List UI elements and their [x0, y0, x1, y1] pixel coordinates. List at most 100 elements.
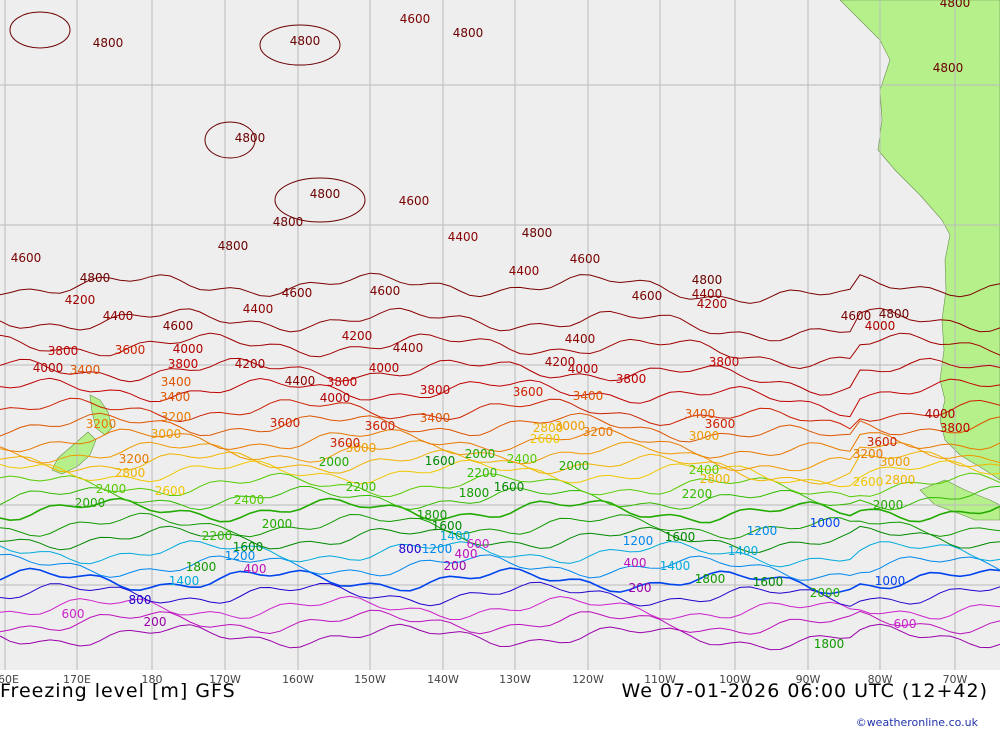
contour-label-4200: 4200: [697, 297, 728, 311]
ocean-background: [0, 0, 1000, 670]
contour-label-1400: 1400: [440, 529, 471, 543]
lon-label-130w: 130W: [499, 673, 531, 686]
contour-label-4600: 4600: [11, 251, 42, 265]
lon-label-150w: 150W: [354, 673, 386, 686]
contour-label-4800: 4800: [522, 226, 553, 240]
contour-label-600: 600: [894, 617, 917, 631]
contour-label-4600: 4600: [370, 284, 401, 298]
lon-label-120w: 120W: [572, 673, 604, 686]
contour-4200: [0, 332, 1000, 370]
contour-label-4400: 4400: [285, 374, 316, 388]
contour-label-2800: 2800: [700, 472, 731, 486]
contour-label-4000: 4000: [33, 361, 64, 375]
contour-label-2600: 2600: [853, 475, 884, 489]
contour-label-1000: 1000: [810, 516, 841, 530]
contour-label-400: 400: [244, 562, 267, 576]
contour-label-3800: 3800: [48, 344, 79, 358]
footer: [0, 670, 1000, 733]
contour-1000: [0, 567, 1000, 595]
contour-label-4000: 4000: [173, 342, 204, 356]
contour-label-3600: 3600: [330, 436, 361, 450]
contour-4800: [9, 11, 71, 49]
contour-label-4400: 4400: [692, 287, 723, 301]
contour-label-4200: 4200: [342, 329, 373, 343]
contour-label-4600: 4600: [399, 194, 430, 208]
contour-label-4800: 4800: [93, 36, 124, 50]
contour-label-1400: 1400: [169, 574, 200, 588]
lon-label-170e: 170E: [63, 673, 91, 686]
contour-label-3400: 3400: [685, 407, 716, 421]
contour-label-2000: 2000: [873, 498, 904, 512]
contour-1400: [0, 540, 1000, 568]
contour-label-800: 800: [399, 542, 422, 556]
lon-label-90w: 90W: [795, 673, 821, 686]
contour-3000: [0, 440, 1000, 472]
contour-label-3800: 3800: [616, 372, 647, 386]
contour-4800: [259, 24, 341, 66]
contour-1200: [0, 553, 1000, 581]
contour-label-600: 600: [62, 607, 85, 621]
contour-label-1600: 1600: [233, 540, 264, 554]
contour-label-4600: 4600: [841, 309, 872, 323]
contour-label-4800: 4800: [273, 215, 304, 229]
contour-label-4800: 4800: [879, 307, 910, 321]
lon-label-80w: 80W: [867, 673, 893, 686]
contour-label-3200: 3200: [86, 417, 117, 431]
contour-label-3600: 3600: [513, 385, 544, 399]
contour-label-4400: 4400: [243, 302, 274, 316]
contour-label-3400: 3400: [573, 389, 604, 403]
contour-label-3400: 3400: [70, 363, 101, 377]
contour-label-2000: 2000: [319, 455, 350, 469]
contour-label-1800: 1800: [417, 508, 448, 522]
contour-lines: [0, 11, 1000, 651]
contour-label-3000: 3000: [880, 455, 911, 469]
contour-label-1600: 1600: [432, 519, 463, 533]
lon-label-170w: 170W: [209, 673, 241, 686]
contour-label-2000: 2000: [465, 447, 496, 461]
contour-label-4200: 4200: [545, 355, 576, 369]
contour-400: [0, 609, 1000, 635]
contour-label-2600: 2600: [530, 432, 561, 446]
contour-label-1600: 1600: [425, 454, 456, 468]
lat-lon-grid: [0, 0, 1000, 670]
contour-label-4200: 4200: [235, 357, 266, 371]
contour-label-3400: 3400: [160, 390, 191, 404]
contour-label-1600: 1600: [753, 575, 784, 589]
contour-2000: [0, 497, 1000, 524]
contour-label-4600: 4600: [163, 319, 194, 333]
contour-label-1400: 1400: [728, 544, 759, 558]
contour-label-3800: 3800: [940, 421, 971, 435]
contour-label-4000: 4000: [568, 362, 599, 376]
contour-label-2200: 2200: [682, 487, 713, 501]
contour-label-1800: 1800: [695, 572, 726, 586]
contour-label-800: 800: [129, 593, 152, 607]
contour-label-1200: 1200: [422, 542, 453, 556]
map-title: Freezing level [m] GFS: [0, 680, 236, 702]
contour-label-3000: 3000: [555, 419, 586, 433]
contour-label-4800: 4800: [933, 61, 964, 75]
contour-label-4000: 4000: [369, 361, 400, 375]
contour-label-400: 400: [455, 547, 478, 561]
contour-label-2400: 2400: [507, 452, 538, 466]
contour-label-4800: 4800: [235, 131, 266, 145]
contour-label-3400: 3400: [161, 375, 192, 389]
contour-1800: [0, 512, 1000, 540]
valid-datetime: We 07-01-2026 06:00 UTC (12+42): [621, 680, 988, 702]
contour-label-1800: 1800: [814, 637, 845, 651]
credit-link[interactable]: ©weatheronline.co.uk: [855, 716, 978, 729]
contour-label-3600: 3600: [270, 416, 301, 430]
contour-2800: [0, 449, 1000, 485]
contour-label-1200: 1200: [225, 549, 256, 563]
contour-label-4600: 4600: [632, 289, 663, 303]
lon-label-70w: 70W: [942, 673, 968, 686]
lon-label-160e: 160E: [0, 673, 19, 686]
contour-label-2400: 2400: [234, 493, 265, 507]
contour-label-4000: 4000: [925, 407, 956, 421]
contour-4600: [0, 272, 1000, 304]
contour-label-4000: 4000: [865, 319, 896, 333]
contour-label-1800: 1800: [186, 560, 217, 574]
contour-label-2000: 2000: [559, 459, 590, 473]
contour-label-4400: 4400: [509, 264, 540, 278]
